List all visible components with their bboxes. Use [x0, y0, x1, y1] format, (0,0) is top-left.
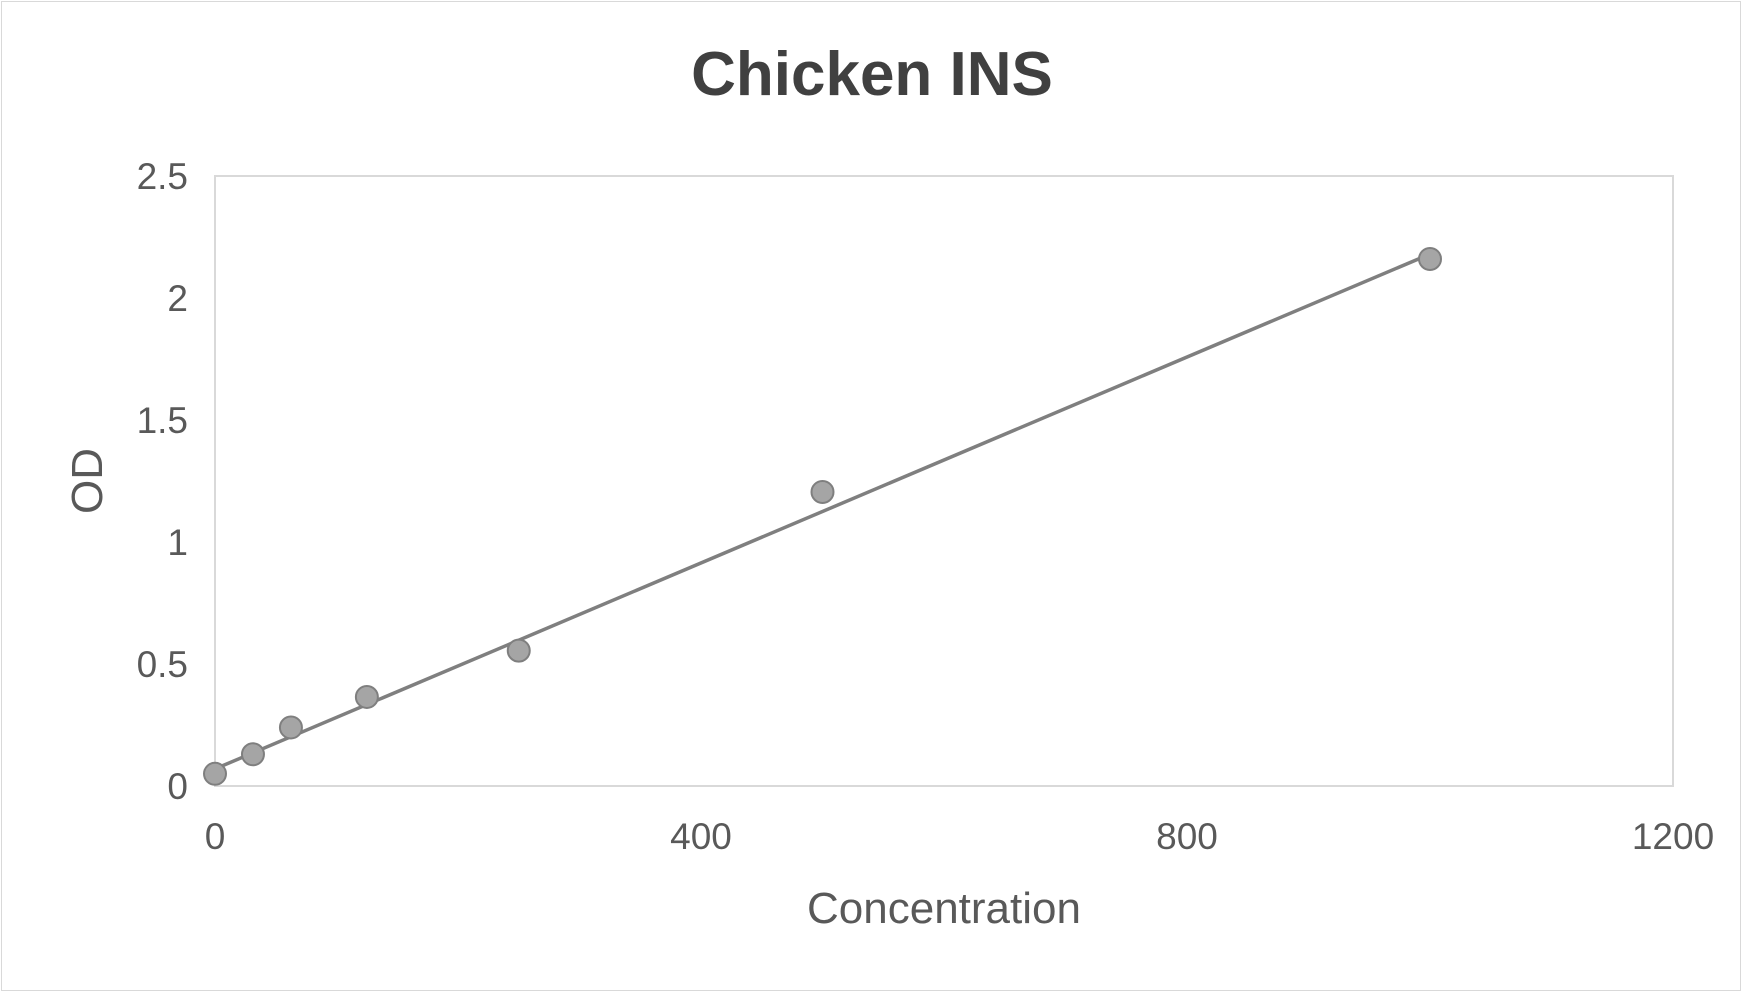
data-point [354, 684, 379, 709]
y-tick-label: 1 [167, 522, 188, 563]
data-point [203, 761, 227, 786]
x-tick-label: 400 [670, 816, 732, 857]
x-axis-label: Concentration [807, 884, 1081, 933]
x-tick-label: 0 [205, 816, 226, 857]
x-tick-label: 1200 [1632, 816, 1714, 857]
trendline [214, 252, 1431, 771]
y-tick-label: 0 [167, 766, 188, 807]
trendline-layer [214, 252, 1431, 771]
plot-area [214, 175, 1674, 787]
chart-title: Chicken INS [691, 40, 1053, 109]
x-tick-labels: 0 400 800 1200 [205, 816, 1714, 857]
y-tick-label: 2 [167, 278, 188, 319]
y-tick-labels: 0 0.5 1 1.5 2 2.5 [137, 156, 188, 807]
y-axis-label: OD [63, 448, 112, 514]
data-point [506, 638, 531, 663]
data-point [1418, 246, 1442, 271]
data-points [203, 246, 1442, 786]
y-tick-label: 0.5 [137, 644, 188, 685]
data-point [810, 479, 835, 504]
data-point [278, 715, 303, 740]
y-tick-label: 2.5 [137, 156, 188, 197]
x-tick-label: 800 [1156, 816, 1218, 857]
y-tick-label: 1.5 [137, 400, 188, 441]
data-point [240, 742, 265, 767]
